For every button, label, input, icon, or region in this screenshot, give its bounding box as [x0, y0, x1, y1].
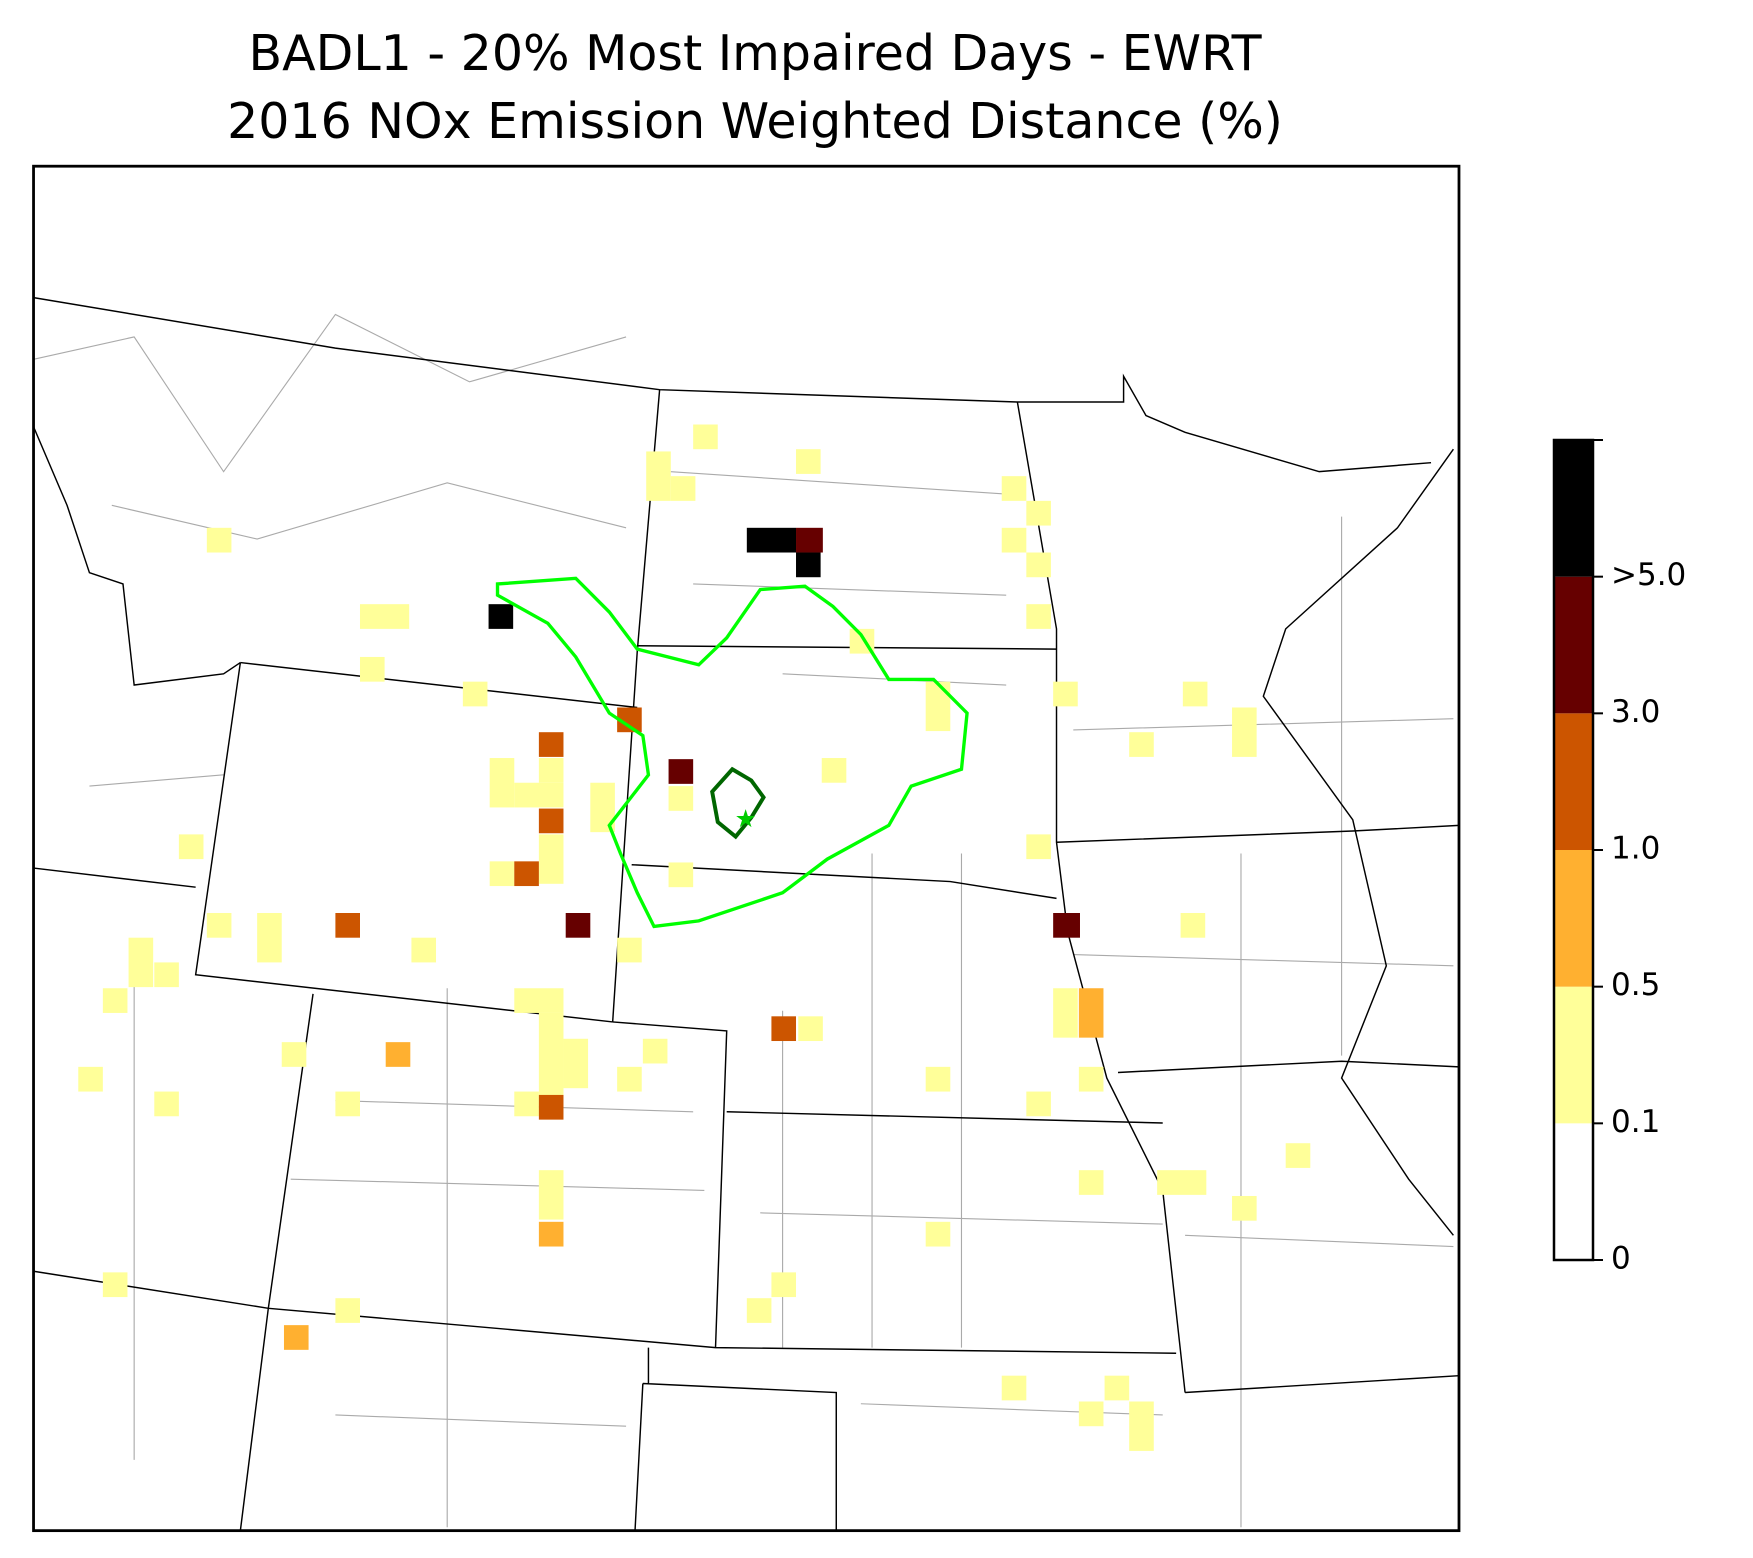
grid-cells [78, 424, 1311, 1451]
title-line: 2016 NOx Emission Weighted Distance (%) [227, 93, 1283, 150]
colorbar-tick-label: >5.0 [1611, 557, 1686, 593]
colorbar-bin [1554, 850, 1593, 987]
county-lines [33, 313, 1454, 1528]
colorbar-bin [1554, 713, 1593, 850]
colorbar-bin [1554, 440, 1593, 577]
colorbar-tick-label: 0 [1611, 1241, 1631, 1277]
colorbar-tick-label: 3.0 [1611, 694, 1660, 730]
title-line: BADL1 - 20% Most Impaired Days - EWRT [249, 25, 1263, 82]
site-marker: ★ [735, 804, 757, 833]
colorbar-tick-label: 0.5 [1611, 967, 1660, 1003]
contour-inner [710, 766, 766, 840]
colorbar-bin [1554, 986, 1593, 1124]
colorbar-tick-label: 0.1 [1611, 1104, 1660, 1140]
colorbar-bin [1554, 576, 1593, 714]
colorbar-bin [1554, 1123, 1593, 1260]
colorbar-tick-label: 1.0 [1611, 831, 1660, 867]
colorbar: 0 0.1 0.5 1.0 3.0 >5.0 [1552, 438, 1686, 1277]
map-frame [32, 164, 1461, 1533]
contour-outer [495, 576, 969, 929]
map: ★ [32, 164, 1461, 1533]
